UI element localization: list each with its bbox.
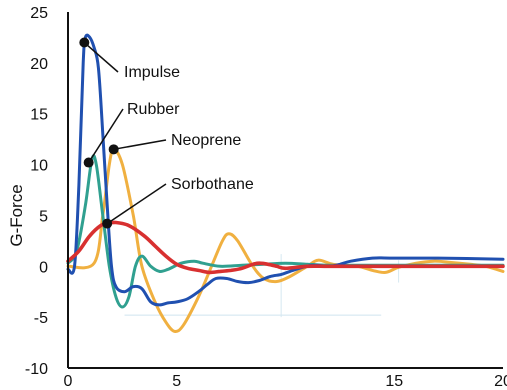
y-axis-tick-labels: 25 20 15 10 5 0 -5 -10 [25,5,48,378]
x-tick-label: 5 [172,373,181,390]
y-tick-label: 15 [30,107,48,124]
annotation-label-sorbothane: Sorbothane [171,176,254,193]
y-tick-label: 0 [39,259,48,276]
annotation-dot-impulse [79,37,90,48]
annotation-leader-rubber [88,108,124,163]
y-tick-label: -10 [25,361,48,378]
y-tick-label: 20 [30,56,48,73]
annotation-label-rubber: Rubber [127,101,180,118]
y-tick-label: 5 [39,208,48,225]
annotation-leader-neoprene [113,139,167,151]
x-tick-label: 20 [494,373,507,390]
series-line-neoprene [66,147,505,334]
annotation-dot-neoprene [108,144,119,155]
y-tick-label: 10 [30,158,48,175]
annotation-dot-rubber [83,157,94,168]
y-axis-label: G-Force [7,184,26,246]
annotation-label-neoprene: Neoprene [171,132,241,149]
annotation-leader-sorbothane [106,183,167,225]
annotation-label-impulse: Impulse [124,64,180,81]
x-tick-label: 0 [64,373,73,390]
annotations: Impulse Rubber Neoprene Sorbothane [79,37,254,229]
y-tick-label: -5 [34,310,48,327]
series-line-rubber [66,154,505,309]
series-line-sorbothane [66,220,505,275]
annotation-leader-impulse [83,41,119,73]
y-tick-label: 25 [30,5,48,22]
x-axis-tick-labels: 0 5 15 20 [64,373,507,390]
x-tick-label: 15 [385,373,403,390]
annotation-dot-sorbothane [102,218,113,229]
